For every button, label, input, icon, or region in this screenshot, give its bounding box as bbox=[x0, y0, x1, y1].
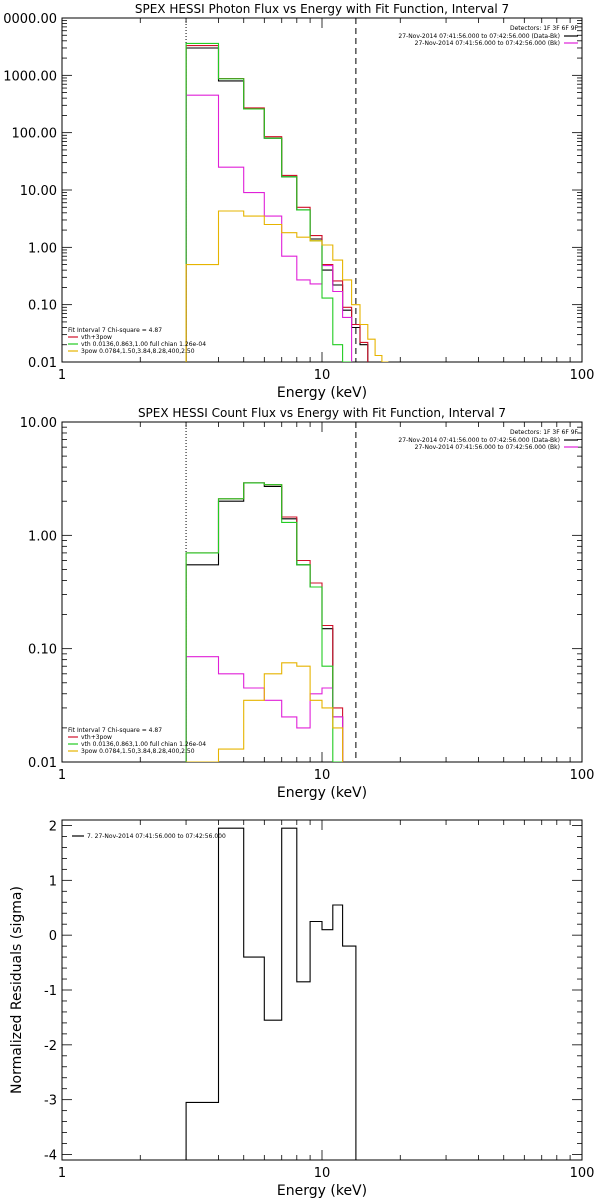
series-line-green bbox=[185, 42, 352, 362]
x-tick-label: 100 bbox=[570, 768, 595, 783]
legend-entry-label: 27-Nov-2014 07:41:56.000 to 07:42:56.000… bbox=[398, 33, 560, 40]
x-tick-label: 1 bbox=[58, 768, 66, 783]
y-tick-label: 1000.00 bbox=[3, 69, 57, 84]
fit-legend-label: 3pow 0.0784,1.50,3.84,8.28,400,2.50 bbox=[81, 748, 195, 755]
legend-entry-label: 7. 27-Nov-2014 07:41:56.000 to 07:42:56.… bbox=[87, 833, 226, 840]
legend-entry-label: 27-Nov-2014 07:41:56.000 to 07:42:56.000… bbox=[415, 444, 560, 451]
series-line-black bbox=[185, 827, 357, 1160]
fit-legend-label: vth+3pow bbox=[81, 334, 112, 341]
fit-legend-header: Fit Interval 7 Chi-square = 4.87 bbox=[68, 327, 162, 334]
plot-area bbox=[185, 42, 389, 362]
legend-entry-label: 27-Nov-2014 07:41:56.000 to 07:42:56.000… bbox=[415, 40, 560, 47]
x-tick-label: 100 bbox=[570, 1166, 595, 1181]
x-axis-label: Energy (keV) bbox=[277, 785, 367, 801]
y-axis-label: Normalized Residuals (sigma) bbox=[9, 886, 25, 1094]
y-tick-label: 2 bbox=[49, 819, 57, 834]
series-line-yellow bbox=[186, 662, 344, 762]
y-tick-label: 0.10 bbox=[28, 299, 57, 314]
y-tick-label: -3 bbox=[44, 1094, 57, 1109]
chart-title: SPEX HESSI Photon Flux vs Energy with Fi… bbox=[135, 2, 509, 16]
series-line-black bbox=[185, 482, 344, 762]
y-tick-label: 0.10 bbox=[28, 643, 57, 658]
y-tick-label: 1 bbox=[49, 874, 57, 889]
chart-panel-3: 1 10 100 Energy (keV) -4 -3 -2 -1 0 1 2 Normalized … bbox=[9, 819, 594, 1199]
legend-entry-label: 27-Nov-2014 07:41:56.000 to 07:42:56.000… bbox=[398, 437, 560, 444]
y-tick-label: -4 bbox=[44, 1149, 57, 1164]
y-tick-label: 100.00 bbox=[12, 127, 58, 142]
chart-panel-2: SPEX HESSI Count Flux vs Energy with Fit… bbox=[20, 406, 595, 801]
fit-legend-label: 3pow 0.0784,1.50,3.84,8.28,400,2.50 bbox=[81, 348, 195, 355]
plot-frame bbox=[61, 819, 583, 1161]
series-line-green bbox=[185, 482, 343, 762]
legend-header: Detectors: 1F 3F 6F 9F bbox=[510, 429, 579, 436]
series-line-magenta bbox=[185, 656, 344, 762]
series-line-red bbox=[185, 45, 369, 362]
x-tick-label: 1 bbox=[58, 1166, 66, 1181]
y-tick-label: -2 bbox=[44, 1039, 57, 1054]
x-tick-label: 10 bbox=[314, 1166, 331, 1181]
series-line-yellow bbox=[185, 210, 389, 362]
y-tick-label: 10.00 bbox=[20, 416, 57, 431]
series-line-magenta bbox=[185, 94, 353, 362]
x-tick-label: 1 bbox=[58, 368, 66, 383]
y-tick-label: 10.00 bbox=[20, 184, 57, 199]
plot-area bbox=[185, 827, 357, 1160]
legend-header: Detectors: 1F 3F 6F 9F bbox=[510, 25, 579, 32]
x-axis-label: Energy (keV) bbox=[277, 1183, 367, 1199]
chart-panel-1: SPEX HESSI Photon Flux vs Energy with Fi… bbox=[3, 2, 594, 401]
x-tick-label: 10 bbox=[314, 368, 331, 383]
y-tick-label: 0.01 bbox=[28, 756, 57, 771]
y-tick-label: 0000.00 bbox=[3, 12, 57, 27]
y-tick-label: -1 bbox=[44, 984, 57, 999]
plot-area bbox=[185, 482, 344, 762]
x-tick-label: 100 bbox=[570, 368, 595, 383]
x-axis-label: Energy (keV) bbox=[277, 385, 367, 401]
x-tick-label: 10 bbox=[314, 768, 331, 783]
fit-legend-label: vth 0.0136,0.863,1.00 full chian 1.26e-0… bbox=[81, 741, 206, 748]
plot-frame bbox=[61, 17, 583, 363]
y-tick-label: 1.00 bbox=[28, 529, 57, 544]
fit-legend-label: vth+3pow bbox=[81, 734, 112, 741]
series-line-red bbox=[185, 482, 344, 762]
fit-legend-header: Fit Interval 7 Chi-square = 4.87 bbox=[68, 727, 162, 734]
y-tick-label: 0.01 bbox=[28, 356, 57, 371]
chart-title: SPEX HESSI Count Flux vs Energy with Fit… bbox=[138, 406, 506, 420]
fit-legend-label: vth 0.0136,0.863,1.00 full chian 1.26e-0… bbox=[81, 341, 206, 348]
y-tick-label: 1.00 bbox=[28, 241, 57, 256]
y-tick-label: 0 bbox=[49, 929, 57, 944]
